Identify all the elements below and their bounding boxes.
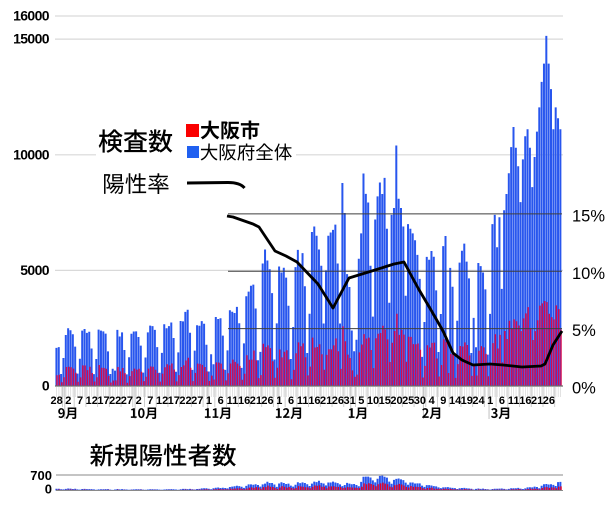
svg-text:26: 26: [543, 395, 555, 407]
svg-text:6: 6: [288, 395, 294, 407]
svg-text:16: 16: [308, 395, 320, 407]
svg-text:12: 12: [156, 395, 168, 407]
svg-text:14: 14: [449, 395, 462, 407]
svg-text:11: 11: [297, 395, 309, 407]
svg-text:9: 9: [440, 395, 446, 407]
svg-text:10000: 10000: [13, 146, 50, 162]
svg-text:24: 24: [472, 395, 485, 407]
svg-text:10%: 10%: [572, 265, 605, 283]
svg-text:4: 4: [429, 395, 436, 407]
svg-text:1: 1: [276, 395, 282, 407]
svg-text:12: 12: [86, 395, 98, 407]
svg-text:16: 16: [238, 395, 250, 407]
svg-text:7: 7: [147, 395, 153, 407]
svg-text:15%: 15%: [572, 207, 605, 225]
svg-text:16: 16: [519, 395, 531, 407]
svg-text:0%: 0%: [572, 380, 596, 398]
svg-text:5%: 5%: [572, 322, 596, 340]
svg-text:28: 28: [50, 395, 62, 407]
svg-text:22: 22: [109, 395, 121, 407]
svg-text:1: 1: [487, 395, 493, 407]
svg-text:6: 6: [499, 395, 505, 407]
svg-text:7: 7: [77, 395, 83, 407]
svg-text:26: 26: [332, 395, 344, 407]
svg-text:19: 19: [461, 395, 473, 407]
svg-text:21: 21: [250, 395, 262, 407]
svg-text:0: 0: [42, 378, 50, 394]
svg-text:15: 15: [379, 395, 391, 407]
svg-text:0: 0: [45, 482, 52, 497]
svg-text:15000: 15000: [13, 31, 50, 47]
svg-text:6: 6: [218, 395, 224, 407]
svg-text:17: 17: [168, 395, 180, 407]
svg-text:22: 22: [179, 395, 191, 407]
svg-text:11: 11: [508, 395, 520, 407]
svg-text:27: 27: [121, 395, 133, 407]
svg-text:25: 25: [402, 395, 414, 407]
svg-text:21: 21: [531, 395, 543, 407]
svg-text:20: 20: [390, 395, 402, 407]
svg-text:1: 1: [206, 395, 212, 407]
svg-text:2: 2: [136, 395, 142, 407]
svg-text:26: 26: [261, 395, 273, 407]
svg-text:31: 31: [343, 395, 355, 407]
svg-text:17: 17: [97, 395, 109, 407]
svg-text:10: 10: [367, 395, 379, 407]
svg-text:30: 30: [414, 395, 426, 407]
svg-text:2: 2: [65, 395, 71, 407]
svg-text:21: 21: [320, 395, 332, 407]
svg-text:11: 11: [227, 395, 239, 407]
svg-text:27: 27: [191, 395, 203, 407]
svg-text:16000: 16000: [13, 8, 50, 24]
svg-text:700: 700: [30, 468, 52, 483]
svg-text:5000: 5000: [20, 262, 50, 278]
svg-text:5: 5: [358, 395, 364, 407]
